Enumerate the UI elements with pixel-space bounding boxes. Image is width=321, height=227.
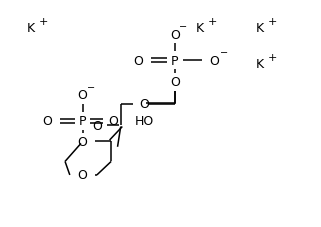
Text: O: O <box>170 76 180 89</box>
Text: O: O <box>78 135 88 148</box>
Text: K: K <box>27 22 35 35</box>
Text: K: K <box>256 58 264 71</box>
Text: +: + <box>208 17 217 27</box>
Text: +: + <box>268 52 277 62</box>
Text: HO: HO <box>135 115 154 128</box>
Text: O: O <box>92 119 102 132</box>
Text: O: O <box>43 115 52 128</box>
Text: K: K <box>195 22 204 35</box>
Text: O: O <box>78 169 88 182</box>
Text: −: − <box>179 22 187 32</box>
Text: O: O <box>140 98 150 111</box>
Text: O: O <box>170 29 180 42</box>
Text: P: P <box>79 115 86 128</box>
Text: P: P <box>171 54 178 67</box>
Text: +: + <box>39 17 48 27</box>
Text: O: O <box>210 54 220 67</box>
Text: K: K <box>256 22 264 35</box>
Text: −: − <box>87 83 95 93</box>
Text: +: + <box>268 17 277 27</box>
Text: O: O <box>108 115 118 128</box>
Text: O: O <box>133 54 143 67</box>
Text: −: − <box>220 48 228 58</box>
Text: O: O <box>78 89 88 102</box>
